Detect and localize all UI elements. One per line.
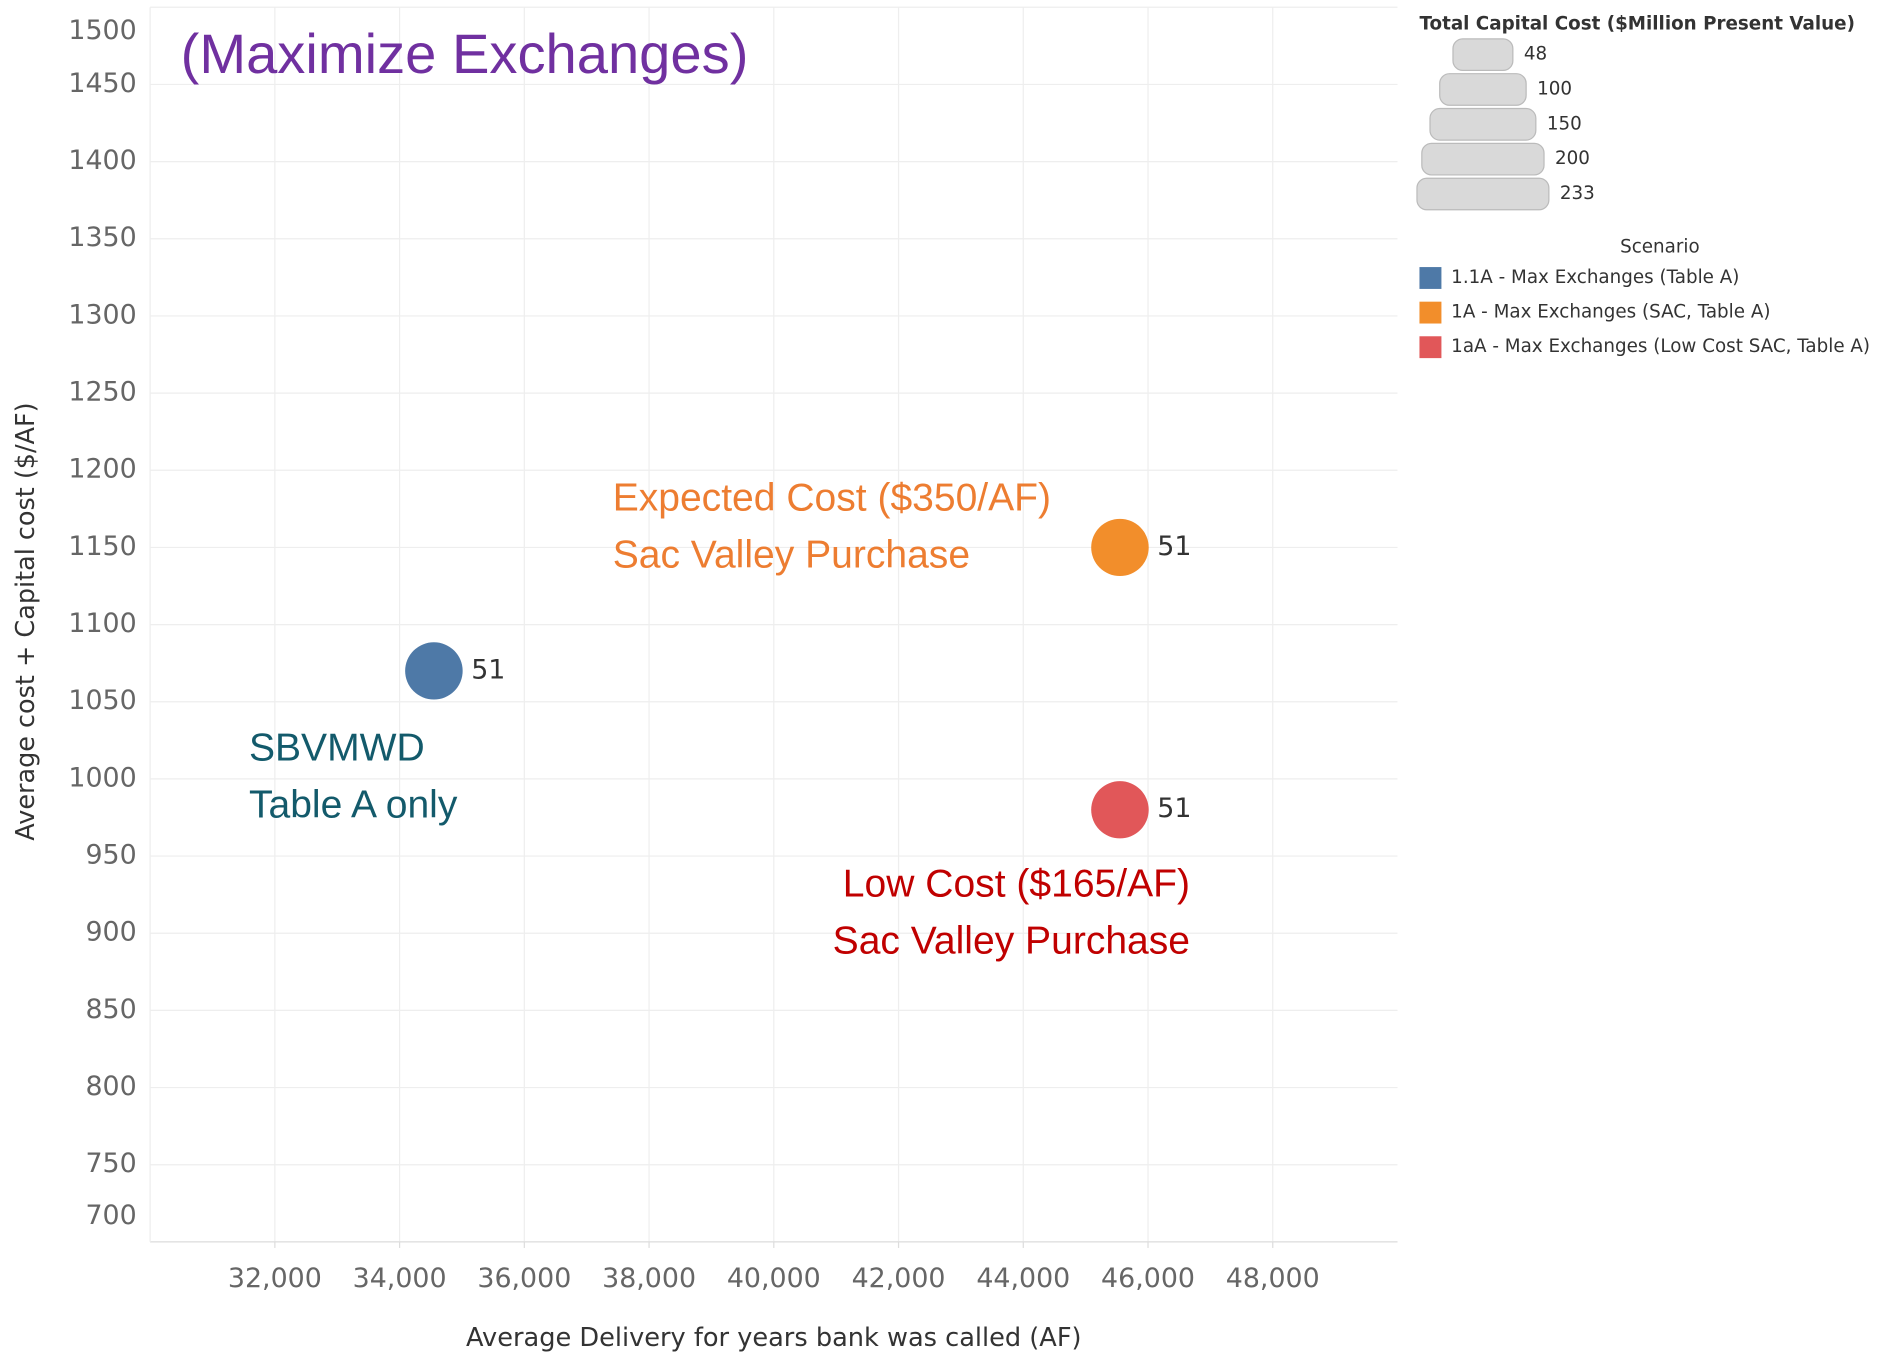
legend-title: Scenario — [1620, 237, 1700, 258]
x-tick-label: 40,000 — [727, 1263, 821, 1294]
size-legend-mark — [1421, 142, 1545, 176]
legend-swatch — [1419, 267, 1442, 289]
y-tick-label: 1500 — [68, 15, 136, 46]
x-tick-label: 38,000 — [602, 1263, 696, 1294]
size-legend-title: Total Capital Cost ($Million Present Val… — [1419, 13, 1855, 34]
x-tick-label: 34,000 — [353, 1263, 447, 1294]
y-tick-label: 1300 — [68, 299, 136, 330]
size-legend-mark — [1439, 73, 1527, 106]
size-legend-label: 150 — [1547, 113, 1582, 134]
y-tick-label: 750 — [85, 1148, 136, 1179]
legend-swatch — [1419, 301, 1442, 324]
x-tick-label: 46,000 — [1101, 1263, 1195, 1294]
y-tick-label: 950 — [85, 840, 136, 871]
size-legend-mark — [1429, 107, 1537, 141]
legend-swatch — [1419, 336, 1442, 359]
y-tick-label: 800 — [85, 1071, 136, 1102]
y-tick-label: 700 — [85, 1200, 136, 1231]
annotation: SBVMWD — [249, 727, 425, 770]
annotation: Sac Valley Purchase — [613, 534, 970, 577]
legend-label: 1.1A - Max Exchanges (Table A) — [1451, 267, 1739, 288]
legend-label: 1A - Max Exchanges (SAC, Table A) — [1451, 302, 1770, 323]
x-tick-label: 36,000 — [477, 1263, 571, 1294]
data-label: 51 — [1157, 793, 1191, 824]
size-legend-mark — [1416, 177, 1550, 211]
annotation: Sac Valley Purchase — [833, 920, 1190, 963]
y-tick-label: 1400 — [68, 145, 136, 176]
y-tick-label: 1000 — [68, 762, 136, 793]
y-tick-label: 1150 — [68, 531, 136, 562]
y-tick-label: 850 — [85, 994, 136, 1025]
bubble — [405, 642, 463, 700]
y-tick-label: 900 — [85, 917, 136, 948]
annotation: Table A only — [249, 784, 458, 827]
grid — [150, 6, 1398, 1243]
y-tick-label: 1100 — [68, 608, 136, 639]
y-tick-label: 1450 — [68, 68, 136, 99]
y-tick-label: 1200 — [68, 454, 136, 485]
x-axis-label: Average Delivery for years bank was call… — [466, 1323, 1082, 1353]
size-legend-label: 233 — [1560, 183, 1595, 204]
size-legend-label: 200 — [1555, 148, 1590, 169]
chart-title: (Maximize Exchanges) — [181, 22, 749, 85]
x-tick-label: 48,000 — [1226, 1263, 1320, 1294]
y-tick-label: 1250 — [68, 377, 136, 408]
x-tick-label: 44,000 — [976, 1263, 1070, 1294]
size-legend-label: 48 — [1524, 44, 1547, 65]
y-tick-label: 1350 — [68, 222, 136, 253]
size-legend-label: 100 — [1537, 78, 1572, 99]
annotation: Expected Cost ($350/AF) — [613, 476, 1051, 519]
x-tick-label: 42,000 — [852, 1263, 946, 1294]
x-tick-label: 32,000 — [228, 1263, 322, 1294]
legend-label: 1aA - Max Exchanges (Low Cost SAC, Table… — [1451, 336, 1870, 357]
data-label: 51 — [471, 654, 505, 685]
bubble — [1091, 781, 1149, 839]
size-legend-mark — [1452, 38, 1514, 72]
y-tick-label: 1050 — [68, 685, 136, 716]
bubble — [1091, 518, 1149, 577]
data-label: 51 — [1157, 531, 1191, 562]
y-axis-label: Average cost + Capital cost ($/AF) — [11, 402, 41, 840]
annotation: Low Cost ($165/AF) — [843, 863, 1190, 906]
